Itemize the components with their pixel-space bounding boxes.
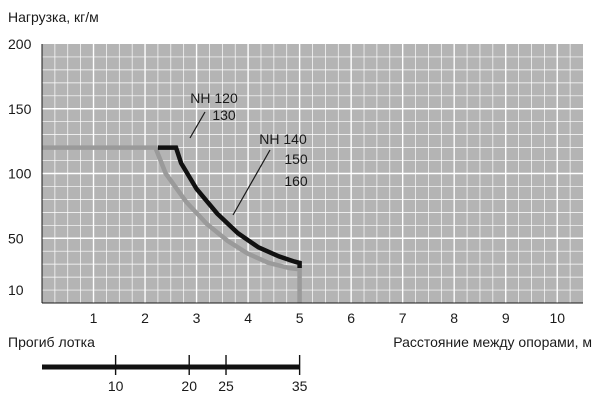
leader-line xyxy=(232,149,271,216)
deflection-tick-label: 25 xyxy=(218,378,234,394)
deflection-scale: 10 20 25 35 xyxy=(42,355,308,394)
y-tick-label: 150 xyxy=(8,101,32,117)
deflection-tick-label: 35 xyxy=(292,378,308,394)
series-layer xyxy=(42,145,302,303)
x-tick-label: 6 xyxy=(347,310,355,326)
deflection-label: Прогиб лотка xyxy=(8,334,95,350)
x-tick-label: 5 xyxy=(296,310,304,326)
x-tick-label: 4 xyxy=(244,310,252,326)
x-tick-label: 3 xyxy=(193,310,201,326)
x-tick-label: 10 xyxy=(549,310,565,326)
x-tick-label: 8 xyxy=(450,310,458,326)
y-tick-label: 50 xyxy=(8,230,24,246)
series-label: 130 xyxy=(212,107,236,123)
y-tick-label: 100 xyxy=(8,166,32,182)
series-label: 150 xyxy=(284,151,308,167)
x-axis-label: Расстояние между опорами, м xyxy=(393,334,592,350)
axis-layer: 1 2 3 4 5 6 7 8 9 10 10 50 100 150 200 xyxy=(8,36,583,326)
series-line xyxy=(157,145,302,268)
series-label: 160 xyxy=(284,173,308,189)
x-tick-label: 7 xyxy=(399,310,407,326)
y-tick-label: 10 xyxy=(8,282,24,298)
plot-area xyxy=(42,44,583,303)
y-tick-label: 200 xyxy=(8,36,32,52)
deflection-tick-label: 10 xyxy=(108,378,124,394)
x-tick-label: 9 xyxy=(502,310,510,326)
series-label: NH 120 xyxy=(190,90,238,106)
leader-line xyxy=(189,111,206,139)
series-label: NH 140 xyxy=(259,131,307,147)
x-tick-label: 2 xyxy=(141,310,149,326)
x-tick-label: 1 xyxy=(90,310,98,326)
deflection-tick-label: 20 xyxy=(181,378,197,394)
y-axis-label: Нагрузка, кг/м xyxy=(8,9,99,25)
series-line xyxy=(42,145,302,303)
